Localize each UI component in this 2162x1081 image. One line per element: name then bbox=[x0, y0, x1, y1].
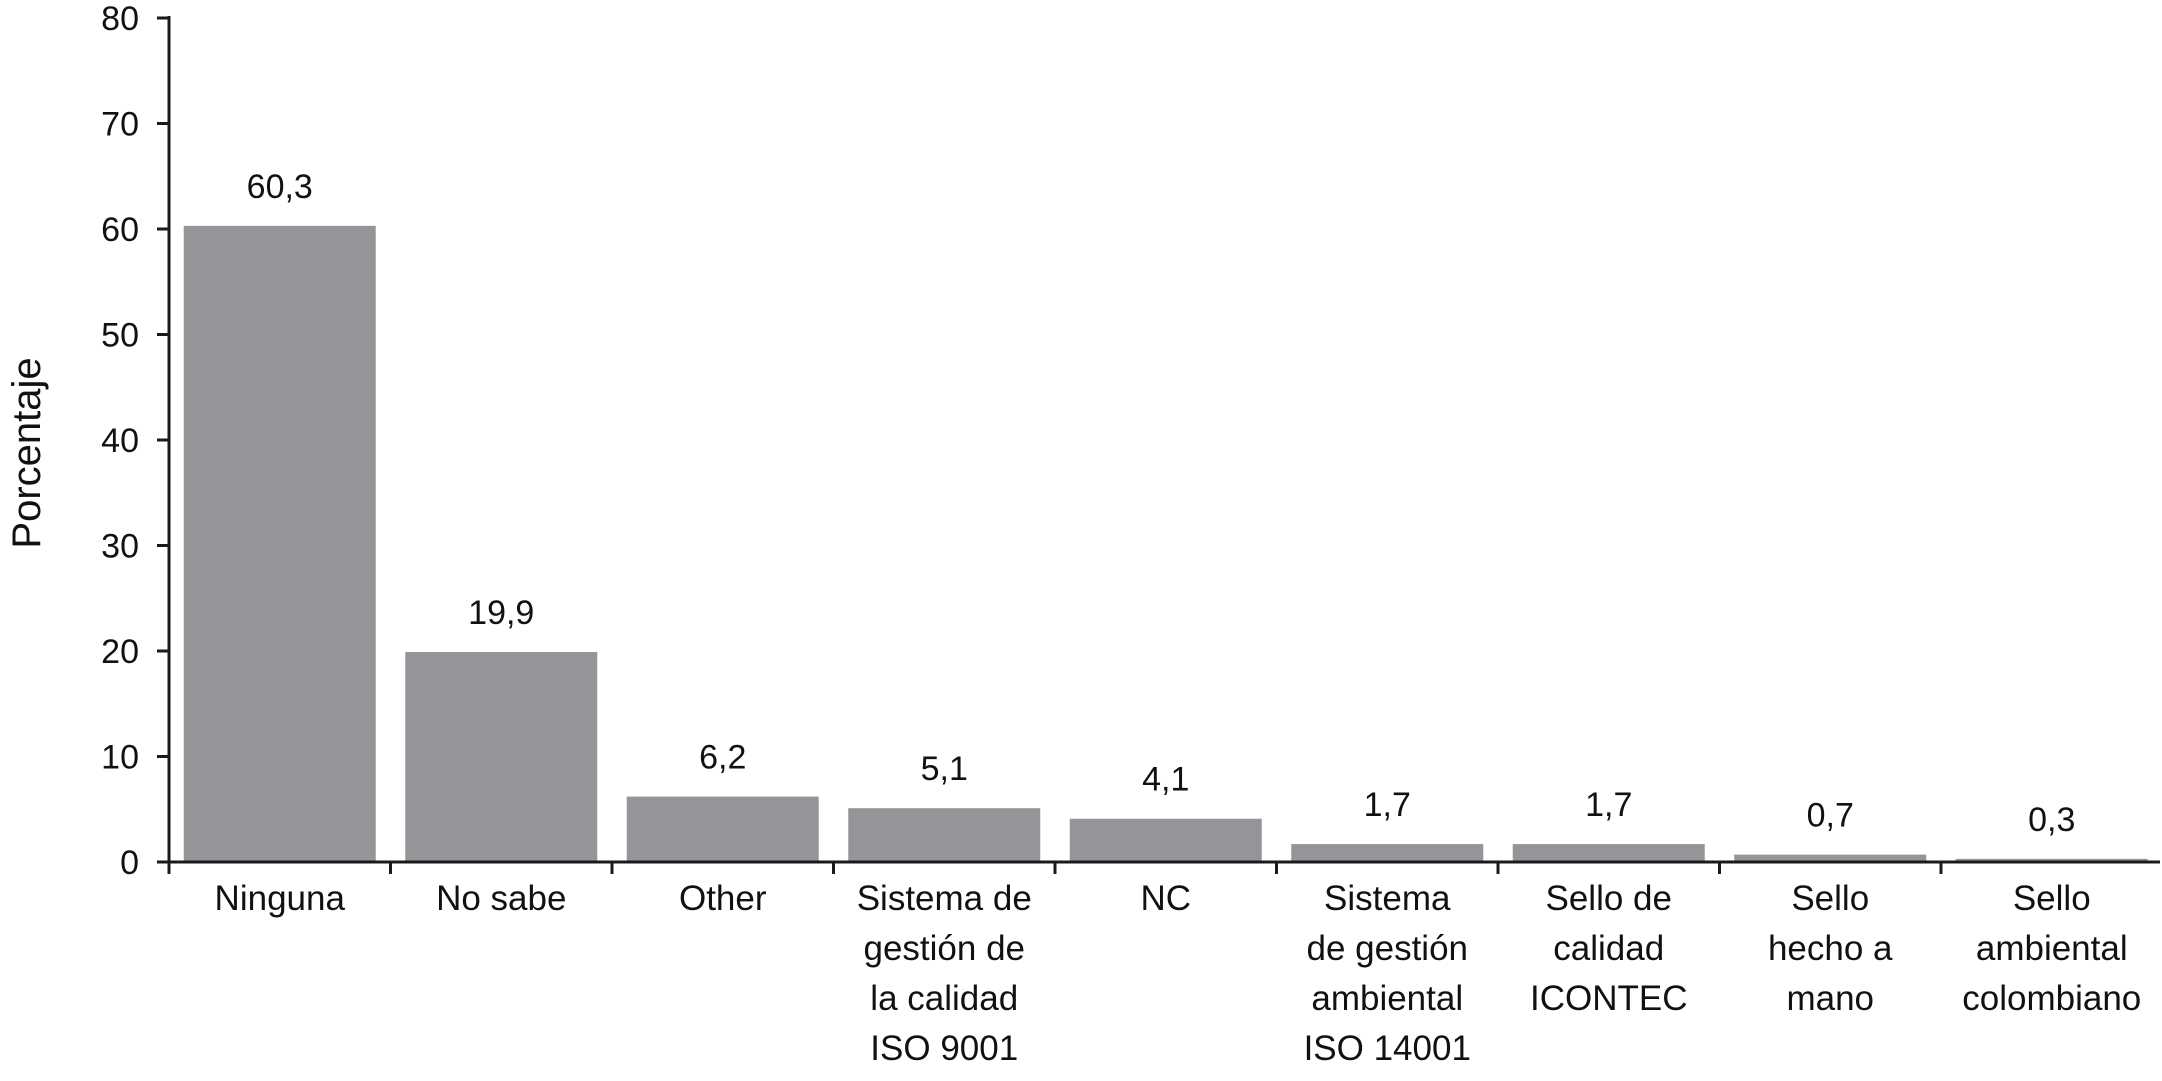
data-label: 19,9 bbox=[468, 594, 534, 632]
x-tick-label-line: ICONTEC bbox=[1530, 979, 1688, 1018]
bar bbox=[1512, 844, 1705, 862]
x-tick-label-line: Other bbox=[679, 879, 767, 918]
x-tick-label: Sello ambiental colombiano bbox=[1962, 879, 2141, 1018]
x-tick-label: Ninguna bbox=[215, 879, 346, 918]
y-tick-label: 40 bbox=[101, 422, 139, 460]
x-tick-label-line: Sello bbox=[1791, 879, 1869, 918]
x-tick-label-line: calidad bbox=[1553, 929, 1664, 968]
x-tick-label: Sello de calidad ICONTEC bbox=[1530, 879, 1688, 1018]
x-tick-label-line: Sello bbox=[2013, 879, 2091, 918]
x-tick-label: NC bbox=[1140, 879, 1191, 918]
x-tick-label-line: Ninguna bbox=[215, 879, 346, 918]
x-tick-label-line: No sabe bbox=[436, 879, 566, 918]
y-tick-label: 20 bbox=[101, 633, 139, 671]
x-tick-label-line: NC bbox=[1140, 879, 1191, 918]
x-tick-label-line: ambiental bbox=[1311, 979, 1463, 1018]
x-tick-label: Sistema de gestión de la calidad ISO 9001 bbox=[857, 879, 1032, 1068]
bars-group bbox=[183, 225, 2148, 862]
x-tick-label-line: ambiental bbox=[1976, 929, 2128, 968]
bar bbox=[1069, 818, 1262, 862]
labels-group: 60,3 19,9 6,2 5,1 4,1 1,7 1,7 0,7 0,3 0 10 20 30 40 50… bbox=[101, 0, 2141, 1068]
bar bbox=[183, 225, 376, 862]
axes-group bbox=[157, 16, 2160, 874]
x-tick-label-line: hecho a bbox=[1768, 929, 1893, 968]
data-label: 60,3 bbox=[247, 168, 313, 206]
x-tick-label-line: ISO 14001 bbox=[1304, 1029, 1471, 1068]
bar bbox=[1734, 854, 1927, 862]
x-tick-label: Sello hecho a mano bbox=[1768, 879, 1893, 1018]
y-axis-title: Porcentaje bbox=[5, 357, 49, 548]
x-tick-label-line: Sello de bbox=[1546, 879, 1672, 918]
x-tick-label-line: mano bbox=[1786, 979, 1874, 1018]
x-tick-label: Other bbox=[679, 879, 767, 918]
x-tick-label-line: colombiano bbox=[1962, 979, 2141, 1018]
y-tick-label: 50 bbox=[101, 317, 139, 355]
bar bbox=[1291, 844, 1484, 862]
data-label: 6,2 bbox=[699, 739, 746, 777]
x-tick-label: No sabe bbox=[436, 879, 566, 918]
bar bbox=[1955, 858, 2148, 862]
x-tick-label-line: gestión de bbox=[863, 929, 1025, 968]
data-label: 1,7 bbox=[1364, 786, 1411, 824]
y-tick-label: 0 bbox=[120, 844, 139, 882]
x-tick-label-line: Sistema de bbox=[857, 879, 1032, 918]
bar bbox=[626, 796, 819, 862]
x-tick-label-line: Sistema bbox=[1324, 879, 1451, 918]
data-label: 5,1 bbox=[921, 750, 968, 788]
y-tick-label: 70 bbox=[101, 106, 139, 144]
data-label: 0,7 bbox=[1807, 797, 1854, 835]
y-tick-label: 30 bbox=[101, 528, 139, 566]
x-tick-label-line: la calidad bbox=[870, 979, 1018, 1018]
y-tick-label: 10 bbox=[101, 739, 139, 777]
data-label: 4,1 bbox=[1142, 761, 1189, 799]
data-label: 1,7 bbox=[1585, 786, 1632, 824]
bar bbox=[848, 808, 1041, 862]
x-tick-label-line: de gestión bbox=[1306, 929, 1468, 968]
x-tick-label-line: ISO 9001 bbox=[870, 1029, 1018, 1068]
bar bbox=[405, 652, 598, 862]
y-tick-label: 60 bbox=[101, 211, 139, 249]
x-tick-label: Sistema de gestión ambiental ISO 14001 bbox=[1304, 879, 1471, 1068]
y-tick-label: 80 bbox=[101, 0, 139, 38]
data-label: 0,3 bbox=[2028, 801, 2075, 839]
